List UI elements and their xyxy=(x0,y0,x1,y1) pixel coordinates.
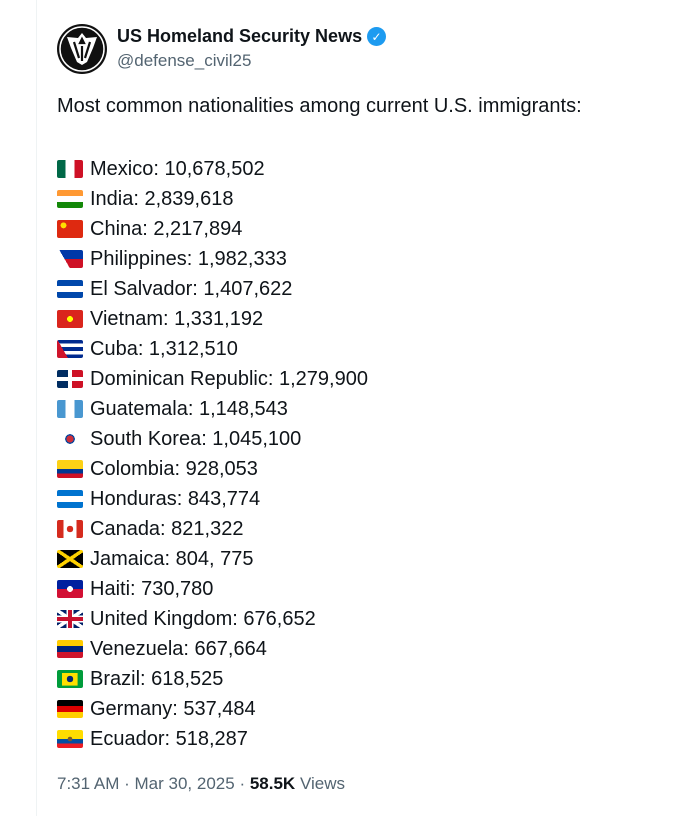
list-item-label: Philippines: 1,982,333 xyxy=(90,247,287,270)
list-item-label: Dominican Republic: 1,279,900 xyxy=(90,367,368,390)
flag-hn-icon xyxy=(57,490,83,508)
list-item: Colombia: 928,053 xyxy=(57,454,368,484)
list-item-label: Ecuador: 518,287 xyxy=(90,727,248,750)
list-item: South Korea: 1,045,100 xyxy=(57,424,368,454)
flag-ec-icon xyxy=(57,730,83,748)
flag-gb-icon xyxy=(57,610,83,628)
flag-ve-icon xyxy=(57,640,83,658)
views-count: 58.5K xyxy=(249,774,296,793)
list-item-label: India: 2,839,618 xyxy=(90,187,234,210)
list-item-label: Germany: 537,484 xyxy=(90,697,256,720)
list-item: Canada: 821,322 xyxy=(57,514,368,544)
nationality-list: Mexico: 10,678,502 India: 2,839,618 China:… xyxy=(57,154,368,754)
flag-ht-icon xyxy=(57,580,83,598)
flag-kr-icon xyxy=(57,430,83,448)
list-item: Honduras: 843,774 xyxy=(57,484,368,514)
flag-ca-icon xyxy=(57,520,83,538)
list-item: Haiti: 730,780 xyxy=(57,574,368,604)
list-item: El Salvador: 1,407,622 xyxy=(57,274,368,304)
flag-ph-icon xyxy=(57,250,83,268)
list-item-label: Honduras: 843,774 xyxy=(90,487,261,510)
list-item-label: Colombia: 928,053 xyxy=(90,457,258,480)
separator: · xyxy=(239,774,246,793)
views-label: Views xyxy=(299,774,345,793)
list-item-label: Haiti: 730,780 xyxy=(90,577,214,600)
author-handle[interactable]: @defense_civil25 xyxy=(117,51,252,70)
timeline-divider xyxy=(36,0,37,816)
tweet-intro: Most common nationalities among current … xyxy=(57,95,582,117)
avatar[interactable] xyxy=(57,24,107,74)
list-item-label: Mexico: 10,678,502 xyxy=(90,157,265,180)
tweet-date[interactable]: Mar 30, 2025 xyxy=(134,774,235,793)
list-item-label: Jamaica: 804, 775 xyxy=(90,547,254,570)
author-name[interactable]: US Homeland Security News ✓ xyxy=(117,26,387,47)
flag-cu-icon xyxy=(57,340,83,358)
list-item: India: 2,839,618 xyxy=(57,184,368,214)
list-item-label: Cuba: 1,312,510 xyxy=(90,337,238,360)
list-item-label: Venezuela: 667,664 xyxy=(90,637,267,660)
flag-br-icon xyxy=(57,670,83,688)
list-item: Germany: 537,484 xyxy=(57,694,368,724)
flag-do-icon xyxy=(57,370,83,388)
list-item: Philippines: 1,982,333 xyxy=(57,244,368,274)
list-item: Jamaica: 804, 775 xyxy=(57,544,368,574)
list-item: China: 2,217,894 xyxy=(57,214,368,244)
flag-jm-icon xyxy=(57,550,83,568)
list-item-label: Canada: 821,322 xyxy=(90,517,244,540)
list-item: Mexico: 10,678,502 xyxy=(57,154,368,184)
list-item-label: Vietnam: 1,331,192 xyxy=(90,307,264,330)
separator: · xyxy=(124,774,130,793)
flag-vn-icon xyxy=(57,310,83,328)
flag-mx-icon xyxy=(57,160,83,178)
flag-co-icon xyxy=(57,460,83,478)
list-item-label: El Salvador: 1,407,622 xyxy=(90,277,293,300)
flag-de-icon xyxy=(57,700,83,718)
list-item-label: South Korea: 1,045,100 xyxy=(90,427,302,450)
tweet-time[interactable]: 7:31 AM xyxy=(57,774,120,793)
list-item-label: China: 2,217,894 xyxy=(90,217,243,240)
list-item: Guatemala: 1,148,543 xyxy=(57,394,368,424)
flag-in-icon xyxy=(57,190,83,208)
flag-gt-icon xyxy=(57,400,83,418)
list-item-label: Brazil: 618,525 xyxy=(90,667,224,690)
flag-sv-icon xyxy=(57,280,83,298)
flag-cn-icon xyxy=(57,220,83,238)
verified-badge-icon: ✓ xyxy=(367,27,387,46)
list-item-label: United Kingdom: 676,652 xyxy=(90,607,316,630)
list-item: United Kingdom: 676,652 xyxy=(57,604,368,634)
list-item: Venezuela: 667,664 xyxy=(57,634,368,664)
shield-eagle-logo-icon xyxy=(59,26,105,72)
list-item: Cuba: 1,312,510 xyxy=(57,334,368,364)
list-item: Brazil: 618,525 xyxy=(57,664,368,694)
author-name-text: US Homeland Security News xyxy=(117,26,363,46)
tweet-meta: 7:31 AM · Mar 30, 2025 · 58.5K Views xyxy=(57,774,345,794)
list-item-label: Guatemala: 1,148,543 xyxy=(90,397,288,420)
list-item: Ecuador: 518,287 xyxy=(57,724,368,754)
list-item: Dominican Republic: 1,279,900 xyxy=(57,364,368,394)
list-item: Vietnam: 1,331,192 xyxy=(57,304,368,334)
